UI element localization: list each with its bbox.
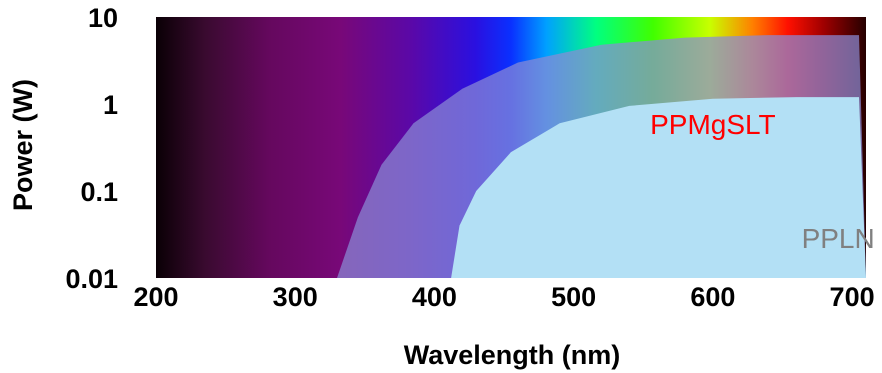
- x-tick-label: 400: [412, 282, 457, 312]
- series-label-ppln: PPLN: [802, 223, 875, 254]
- x-tick-label: 300: [273, 282, 318, 312]
- y-tick-label: 10: [88, 3, 118, 33]
- x-tick-label: 700: [830, 282, 875, 312]
- x-tick-label: 500: [551, 282, 596, 312]
- x-axis-title: Wavelength (nm): [404, 340, 621, 370]
- y-tick-label: 0.01: [65, 264, 118, 294]
- y-tick-label: 1: [103, 90, 118, 120]
- y-tick-label: 0.1: [80, 177, 118, 207]
- x-tick-label: 200: [133, 282, 178, 312]
- y-axis-title: Power (W): [8, 79, 38, 211]
- series-label-ppmgslt: PPMgSLT: [650, 109, 776, 140]
- x-tick-label: 600: [690, 282, 735, 312]
